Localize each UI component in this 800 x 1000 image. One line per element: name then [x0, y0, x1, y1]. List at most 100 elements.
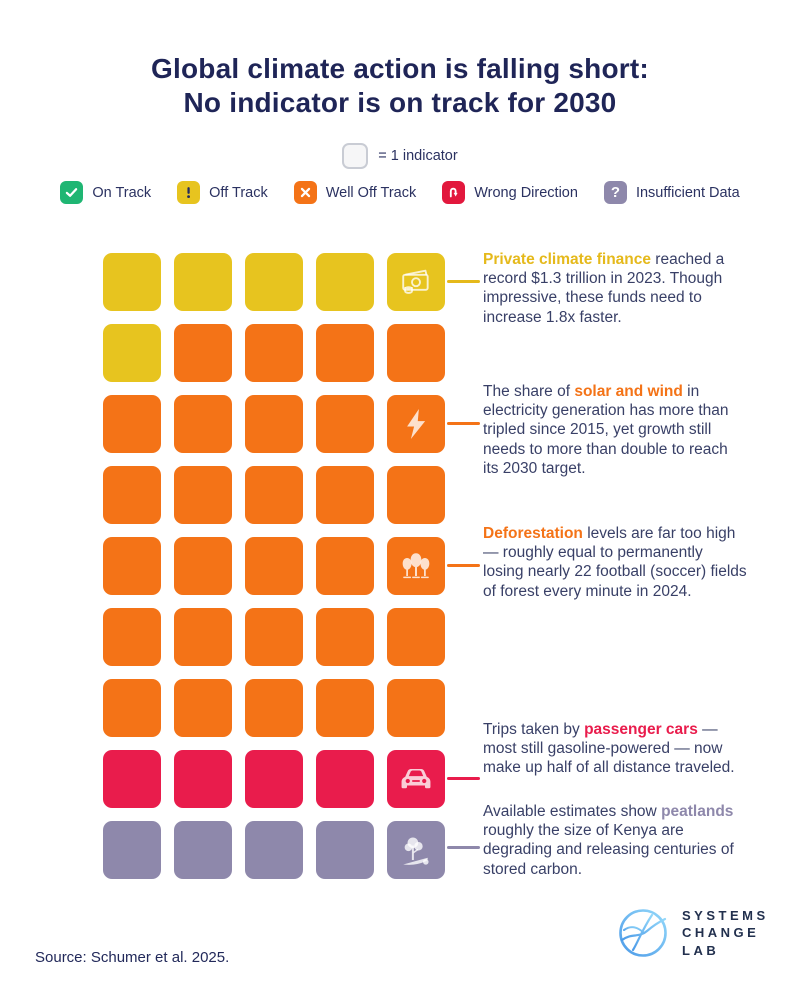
waffle-cell-well-off-track [245, 466, 303, 524]
systems-change-lab-logo: SYSTEMS CHANGE LAB [616, 906, 769, 960]
check-icon [60, 181, 84, 204]
waffle-cell-well-off-track [316, 537, 374, 595]
annotation-text: levels are far too high — roughly equal … [483, 525, 747, 600]
annotation-peatlands: Available estimates show peatlands rough… [483, 802, 747, 879]
waffle-grid [103, 253, 445, 879]
waffle-cell-well-off-track [245, 608, 303, 666]
legend-label: Wrong Direction [474, 184, 578, 201]
waffle-cell-well-off-track [245, 395, 303, 453]
waffle-cell-well-off-track [103, 679, 161, 737]
legend-label: Off Track [209, 184, 268, 201]
unit-legend: = 1 indicator [0, 143, 800, 169]
waffle-cell-well-off-track [316, 679, 374, 737]
annotation-highlight: passenger cars [584, 721, 698, 738]
waffle-cell-well-off-track [387, 608, 445, 666]
waffle-cell-well-off-track [103, 466, 161, 524]
waffle-cell-off-track [387, 253, 445, 311]
annotation-text: The share of [483, 383, 575, 400]
waffle-cell-well-off-track [387, 537, 445, 595]
question-icon: ? [603, 181, 627, 204]
waffle-cell-well-off-track [174, 324, 232, 382]
waffle-cell-well-off-track [316, 608, 374, 666]
annotation-private-climate-finance: Private climate finance reached a record… [483, 250, 747, 327]
annotation-text: Available estimates show [483, 803, 662, 820]
waffle-cell-wrong-direction [245, 750, 303, 808]
waffle-cell-wrong-direction [316, 750, 374, 808]
trees-icon [396, 546, 436, 586]
waffle-cell-well-off-track [174, 466, 232, 524]
waffle-cell-insufficient-data [174, 821, 232, 879]
systems-change-lab-logo-icon [616, 906, 670, 960]
connector-line-peatlands [447, 846, 480, 849]
waffle-cell-off-track [174, 253, 232, 311]
annotation-deforestation: Deforestation levels are far too high — … [483, 524, 747, 601]
waffle-cell-well-off-track [387, 679, 445, 737]
unit-legend-label: = 1 indicator [378, 148, 458, 164]
lightning-icon [396, 404, 436, 444]
waffle-cell-well-off-track [316, 395, 374, 453]
annotation-solar-and-wind: The share of solar and wind in electrici… [483, 382, 747, 478]
waffle-cell-wrong-direction [387, 750, 445, 808]
waffle-cell-well-off-track [245, 324, 303, 382]
annotation-text: — most still gasoline-powered — now make… [483, 721, 735, 777]
waffle-cell-well-off-track [174, 679, 232, 737]
waffle-cell-well-off-track [103, 537, 161, 595]
waffle-cell-well-off-track [387, 324, 445, 382]
page-title-line1: Global climate action is falling short: [151, 53, 649, 84]
waffle-cell-well-off-track [387, 466, 445, 524]
page-title-line2: No indicator is on track for 2030 [183, 87, 617, 119]
waffle-cell-well-off-track [174, 395, 232, 453]
car-icon [396, 759, 436, 799]
annotation-text: in electricity generation has more than … [483, 383, 729, 477]
legend-label: Insufficient Data [635, 184, 740, 201]
waffle-cell-well-off-track [316, 324, 374, 382]
waffle-cell-insufficient-data [245, 821, 303, 879]
annotation-highlight: peatlands [661, 803, 734, 820]
waffle-cell-off-track [245, 253, 303, 311]
legend-label: On Track [92, 184, 152, 201]
legend-item-well-off-track: Well Off Track [293, 181, 417, 204]
annotation-text: Trips taken by [483, 721, 585, 738]
legend-item-on-track: On Track [60, 181, 151, 204]
annotation-highlight: solar and wind [574, 383, 683, 400]
waffle-cell-off-track [103, 324, 161, 382]
annotation-highlight: Deforestation [483, 525, 583, 542]
legend-label: Well Off Track [325, 184, 417, 201]
waffle-cell-off-track [316, 253, 374, 311]
waffle-cell-well-off-track [245, 537, 303, 595]
legend-item-off-track: Off Track [177, 181, 268, 204]
money-icon [396, 262, 436, 302]
status-legend: On Track Off Track Well Off Track Wrong … [0, 181, 800, 204]
annotation-text: roughly the size of Kenya are degrading … [483, 822, 734, 878]
waffle-cell-wrong-direction [174, 750, 232, 808]
page-title: Global climate action is falling short: … [0, 52, 800, 120]
u-turn-down-arrow-icon [442, 181, 466, 204]
connector-line-solar-wind [447, 422, 480, 425]
legend-item-wrong-direction: Wrong Direction [442, 181, 578, 204]
annotation-text: reached a record $1.3 trillion in 2023. … [483, 251, 725, 326]
waffle-cell-insufficient-data [387, 821, 445, 879]
annotation-highlight: Private climate finance [483, 251, 651, 268]
waffle-cell-well-off-track [387, 395, 445, 453]
waffle-cell-well-off-track [174, 537, 232, 595]
waffle-cell-insufficient-data [316, 821, 374, 879]
exclamation-icon [177, 181, 201, 204]
waffle-cell-well-off-track [174, 608, 232, 666]
annotation-passenger-cars: Trips taken by passenger cars — most sti… [483, 720, 747, 778]
source-text: Source: Schumer et al. 2025. [35, 949, 230, 966]
x-icon [293, 181, 317, 204]
unit-square-icon [342, 143, 369, 169]
waffle-cell-well-off-track [103, 395, 161, 453]
connector-line-deforestation [447, 564, 480, 567]
connector-line-cars [447, 777, 480, 780]
waffle-cell-well-off-track [316, 466, 374, 524]
waffle-cell-wrong-direction [103, 750, 161, 808]
systems-change-lab-logo-text: SYSTEMS CHANGE LAB [682, 907, 769, 958]
peatland-icon [396, 830, 436, 870]
waffle-cell-well-off-track [103, 608, 161, 666]
connector-line-finance [447, 280, 480, 283]
legend-item-insufficient-data: ? Insufficient Data [603, 181, 740, 204]
waffle-cell-off-track [103, 253, 161, 311]
waffle-cell-well-off-track [245, 679, 303, 737]
